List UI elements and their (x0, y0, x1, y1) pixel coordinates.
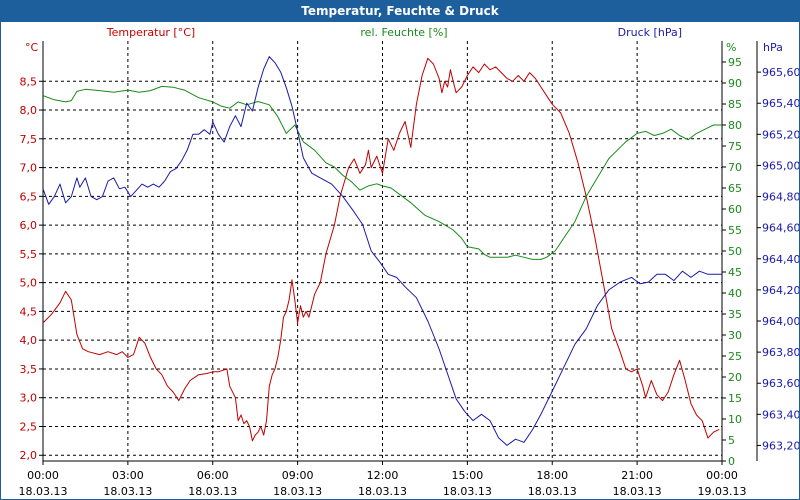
press-tick-label: 963,20 (762, 439, 799, 452)
hum-series-line (42, 85, 722, 260)
x-tick-date: 18.03.13 (358, 485, 407, 498)
hum-tick-label: 55 (728, 224, 742, 237)
x-tick-time: 12:00 (367, 469, 399, 482)
temp-tick-label: 8,0 (20, 104, 38, 117)
hum-tick-label: 10 (728, 413, 742, 426)
press-axis-unit: hPa (763, 41, 783, 54)
hum-tick-label: 30 (728, 329, 742, 342)
x-tick-date: 18.03.13 (443, 485, 492, 498)
hum-tick-label: 80 (728, 119, 742, 132)
hum-tick-label: 65 (728, 182, 742, 195)
press-tick-label: 964,40 (762, 253, 799, 266)
x-tick-time: 03:00 (112, 469, 144, 482)
x-tick-date: 18.03.13 (273, 485, 322, 498)
x-tick-time: 00:00 (27, 469, 59, 482)
hum-tick-label: 90 (728, 77, 742, 90)
press-axis-label: Druck [hPa] (618, 26, 682, 39)
temp-tick-label: 3,0 (20, 392, 38, 405)
x-tick-date: 18.03.13 (528, 485, 577, 498)
press-tick-label: 964,60 (762, 222, 799, 235)
x-tick-time: 18:00 (536, 469, 568, 482)
hum-tick-label: 45 (728, 266, 742, 279)
hum-axis-unit: % (726, 41, 736, 54)
temp-axis-unit: °C (25, 41, 39, 54)
hum-tick-label: 20 (728, 371, 742, 384)
temp-tick-label: 5,0 (20, 277, 38, 290)
hum-tick-label: 0 (728, 455, 735, 468)
x-tick-date: 18.03.13 (188, 485, 237, 498)
hum-tick-label: 50 (728, 245, 742, 258)
press-tick-label: 965,20 (762, 128, 799, 141)
temp-series-line (42, 57, 720, 442)
press-tick-label: 964,80 (762, 191, 799, 204)
hum-tick-label: 95 (728, 56, 742, 69)
temp-tick-label: 7,5 (20, 133, 38, 146)
temp-tick-label: 2,5 (20, 420, 38, 433)
press-tick-label: 964,20 (762, 284, 799, 297)
x-tick-time: 06:00 (197, 469, 229, 482)
hum-tick-label: 70 (728, 161, 742, 174)
hum-tick-label: 25 (728, 350, 742, 363)
temp-axis-label: Temperatur [°C] (106, 26, 195, 39)
temp-tick-label: 8,5 (20, 75, 38, 88)
temp-tick-label: 3,5 (20, 363, 38, 376)
press-tick-label: 965,40 (762, 97, 799, 110)
x-tick-time: 00:00 (706, 469, 738, 482)
temp-tick-label: 5,5 (20, 248, 38, 261)
hum-axis-label: rel. Feuchte [%] (360, 26, 447, 39)
hum-tick-label: 85 (728, 98, 742, 111)
press-tick-label: 965,00 (762, 159, 799, 172)
press-tick-label: 963,80 (762, 346, 799, 359)
press-tick-label: 964,00 (762, 315, 799, 328)
temp-tick-label: 7,0 (20, 162, 38, 175)
hum-tick-label: 5 (728, 434, 735, 447)
hum-tick-label: 40 (728, 287, 742, 300)
hum-tick-label: 15 (728, 392, 742, 405)
temp-tick-label: 4,0 (20, 334, 38, 347)
press-series-line (42, 56, 722, 446)
x-tick-date: 18.03.13 (613, 485, 662, 498)
x-tick-date: 18.03.13 (103, 485, 152, 498)
temp-tick-label: 6,0 (20, 219, 38, 232)
x-tick-time: 21:00 (621, 469, 653, 482)
x-tick-time: 15:00 (452, 469, 484, 482)
press-tick-label: 965,60 (762, 66, 799, 79)
temp-tick-label: 2,0 (20, 449, 38, 462)
press-tick-label: 963,40 (762, 408, 799, 421)
press-tick-label: 963,60 (762, 377, 799, 390)
hum-tick-label: 60 (728, 203, 742, 216)
temp-tick-label: 4,5 (20, 305, 38, 318)
hum-tick-label: 75 (728, 140, 742, 153)
temp-tick-label: 6,5 (20, 190, 38, 203)
chart-title: Temperatur, Feuchte & Druck (1, 1, 799, 22)
x-tick-date: 18.03.13 (19, 485, 68, 498)
x-tick-date: 19.03.13 (698, 485, 747, 498)
hum-tick-label: 35 (728, 308, 742, 321)
x-tick-time: 09:00 (282, 469, 314, 482)
